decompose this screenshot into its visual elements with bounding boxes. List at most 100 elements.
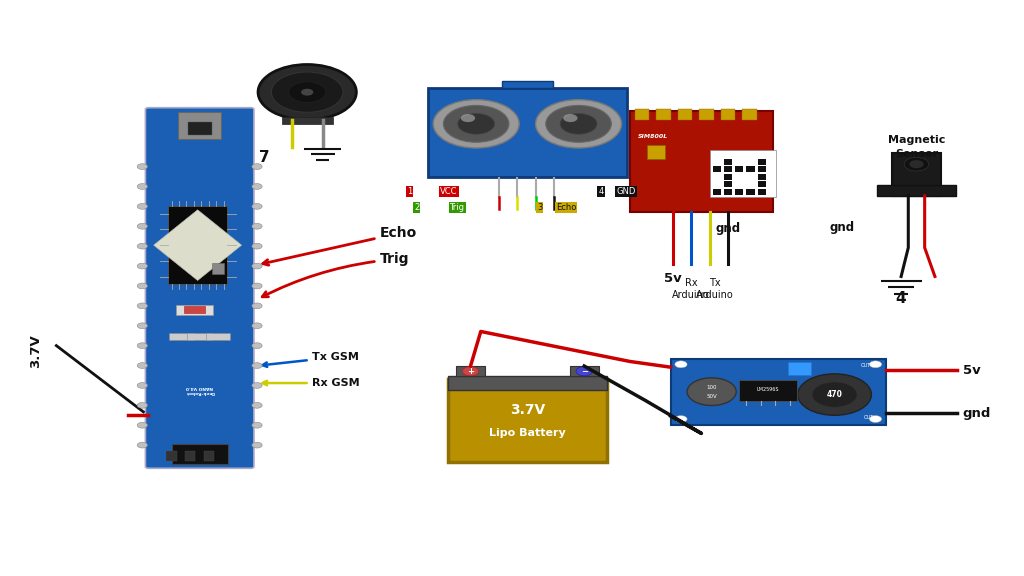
Text: 3: 3: [537, 203, 543, 211]
Text: gnd: gnd: [963, 407, 991, 420]
Bar: [678, 109, 692, 120]
Text: 3.7V: 3.7V: [30, 335, 42, 368]
Text: Sensor: Sensor: [895, 149, 938, 158]
Bar: [758, 189, 766, 195]
Circle shape: [137, 164, 147, 169]
Circle shape: [252, 323, 262, 329]
Bar: [746, 189, 755, 195]
Circle shape: [137, 323, 147, 329]
Bar: [724, 159, 732, 165]
Circle shape: [812, 382, 857, 407]
Circle shape: [546, 105, 611, 142]
Text: 5v: 5v: [963, 363, 980, 377]
FancyBboxPatch shape: [145, 108, 254, 468]
Bar: [710, 150, 776, 196]
Circle shape: [271, 72, 343, 112]
Text: VCC: VCC: [440, 187, 458, 196]
Bar: [735, 166, 743, 172]
Circle shape: [252, 303, 262, 309]
Circle shape: [137, 223, 147, 229]
Bar: [569, 366, 598, 377]
Circle shape: [252, 382, 262, 388]
Circle shape: [137, 363, 147, 369]
Bar: [187, 122, 212, 135]
Bar: [428, 88, 627, 177]
Circle shape: [458, 113, 495, 134]
Text: OUT+: OUT+: [861, 363, 876, 368]
Text: Deek-Robot
NANO V4.0: Deek-Robot NANO V4.0: [185, 385, 214, 394]
Circle shape: [687, 378, 736, 406]
Circle shape: [252, 223, 262, 229]
Bar: [184, 306, 205, 313]
Bar: [724, 181, 732, 187]
Text: Lipo Battery: Lipo Battery: [489, 428, 565, 438]
Circle shape: [252, 363, 262, 369]
Bar: [630, 111, 773, 212]
Text: 1: 1: [407, 187, 413, 196]
Circle shape: [137, 203, 147, 209]
Circle shape: [675, 361, 687, 368]
Circle shape: [252, 164, 262, 169]
Text: Rx
Arduino: Rx Arduino: [673, 278, 710, 300]
Circle shape: [252, 403, 262, 408]
Bar: [713, 166, 721, 172]
Circle shape: [137, 422, 147, 428]
Circle shape: [137, 382, 147, 388]
Text: Echo: Echo: [263, 226, 417, 265]
Text: Tx GSM: Tx GSM: [262, 352, 359, 367]
Circle shape: [536, 100, 622, 148]
Bar: [457, 366, 485, 377]
Circle shape: [904, 157, 929, 171]
Circle shape: [137, 403, 147, 408]
Circle shape: [560, 113, 597, 134]
Text: SIM800L: SIM800L: [638, 134, 669, 139]
Text: 4: 4: [896, 291, 906, 306]
Circle shape: [675, 416, 687, 423]
Bar: [206, 333, 230, 340]
Circle shape: [443, 105, 509, 142]
Circle shape: [252, 184, 262, 190]
Bar: [282, 117, 333, 124]
Bar: [758, 174, 766, 180]
Bar: [758, 181, 766, 187]
Text: Trig: Trig: [262, 252, 410, 297]
Text: 4: 4: [598, 187, 604, 196]
Bar: [724, 174, 732, 180]
Bar: [735, 189, 743, 195]
Bar: [671, 358, 886, 425]
Bar: [176, 305, 213, 315]
Bar: [788, 362, 811, 375]
Text: Echo: Echo: [556, 203, 577, 211]
Circle shape: [252, 343, 262, 348]
Text: Rx GSM: Rx GSM: [262, 378, 360, 388]
Text: 470: 470: [826, 390, 843, 399]
Circle shape: [137, 283, 147, 289]
Bar: [635, 109, 649, 120]
Text: 2: 2: [414, 203, 420, 211]
Circle shape: [463, 366, 479, 376]
Text: gnd: gnd: [829, 221, 855, 234]
Bar: [172, 444, 228, 464]
Bar: [169, 333, 194, 340]
Bar: [449, 376, 606, 391]
Text: 5v: 5v: [664, 272, 682, 285]
Text: LM2596S: LM2596S: [757, 388, 779, 392]
Bar: [721, 109, 735, 120]
Text: gnd: gnd: [716, 222, 741, 236]
Bar: [449, 379, 606, 462]
Text: Magnetic: Magnetic: [888, 135, 945, 145]
Text: IN+: IN+: [679, 363, 688, 368]
Circle shape: [563, 114, 578, 122]
Circle shape: [252, 203, 262, 209]
Bar: [166, 451, 177, 461]
Circle shape: [137, 243, 147, 249]
Bar: [212, 263, 224, 274]
Bar: [699, 109, 714, 120]
Polygon shape: [154, 210, 242, 281]
Text: 50V: 50V: [707, 394, 717, 399]
Text: OUT-: OUT-: [864, 415, 876, 420]
Bar: [746, 166, 755, 172]
Bar: [758, 159, 766, 165]
Bar: [178, 112, 221, 139]
Circle shape: [137, 263, 147, 269]
